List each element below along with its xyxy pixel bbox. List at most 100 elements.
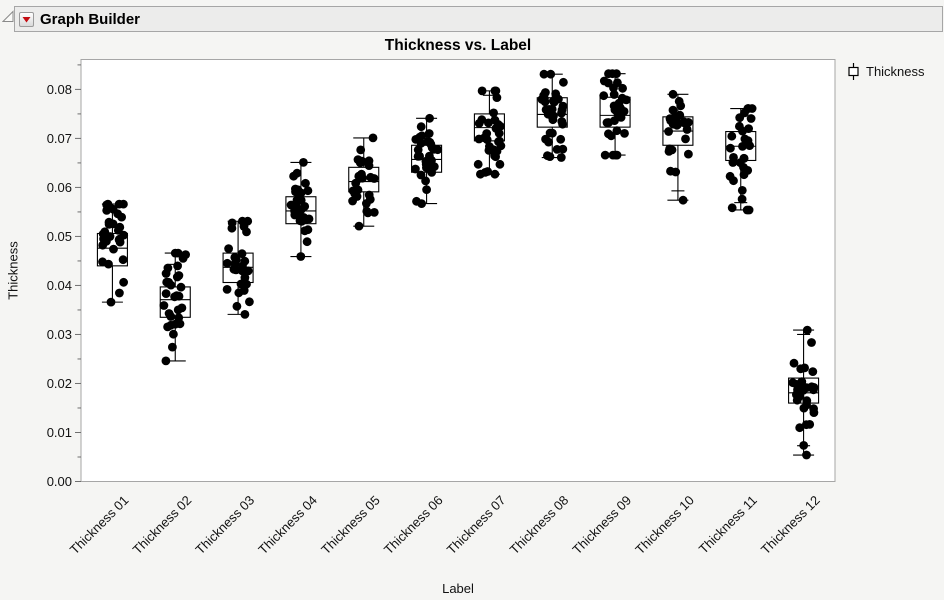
data-point[interactable] <box>119 277 128 287</box>
data-point[interactable] <box>807 382 817 392</box>
data-point[interactable] <box>604 69 613 79</box>
data-point[interactable] <box>415 151 424 161</box>
data-point[interactable] <box>807 338 816 347</box>
data-point[interactable] <box>666 166 675 176</box>
data-point[interactable] <box>546 69 556 79</box>
data-point[interactable] <box>609 90 619 99</box>
data-point[interactable] <box>735 113 745 122</box>
data-point[interactable] <box>412 196 421 206</box>
data-point[interactable] <box>166 312 176 321</box>
data-point[interactable] <box>424 129 434 138</box>
data-point[interactable] <box>433 145 443 155</box>
data-point[interactable] <box>684 149 693 159</box>
data-point[interactable] <box>245 297 254 307</box>
data-point[interactable] <box>303 186 313 196</box>
data-point[interactable] <box>172 272 182 282</box>
data-point[interactable] <box>104 219 114 229</box>
data-point[interactable] <box>240 310 250 319</box>
data-point[interactable] <box>796 364 806 374</box>
data-point[interactable] <box>224 244 234 254</box>
data-point[interactable] <box>302 237 312 247</box>
data-point[interactable] <box>229 264 239 274</box>
data-point[interactable] <box>425 151 434 161</box>
data-point[interactable] <box>292 168 302 178</box>
data-point[interactable] <box>173 305 183 315</box>
data-point[interactable] <box>490 169 500 179</box>
data-point[interactable] <box>232 301 242 311</box>
data-point[interactable] <box>222 285 232 294</box>
data-point[interactable] <box>735 121 744 131</box>
data-point[interactable] <box>556 134 566 144</box>
data-point[interactable] <box>789 358 799 368</box>
data-point[interactable] <box>416 122 426 132</box>
red-triangle-menu-button[interactable] <box>19 11 34 27</box>
data-point[interactable] <box>161 289 171 298</box>
data-point[interactable] <box>744 205 754 215</box>
data-point[interactable] <box>161 356 171 366</box>
data-point[interactable] <box>725 171 735 181</box>
data-point[interactable] <box>728 158 738 167</box>
data-point[interactable] <box>491 86 501 96</box>
disclosure-triangle-icon[interactable] <box>2 10 15 23</box>
data-point[interactable] <box>164 277 174 287</box>
data-point[interactable] <box>612 69 621 79</box>
data-point[interactable] <box>726 143 735 153</box>
data-point[interactable] <box>421 176 430 186</box>
data-point[interactable] <box>296 252 306 261</box>
data-point[interactable] <box>351 178 361 188</box>
data-point[interactable] <box>604 129 613 139</box>
data-point[interactable] <box>173 261 183 271</box>
data-point[interactable] <box>103 199 113 209</box>
data-point[interactable] <box>792 380 802 389</box>
data-point[interactable] <box>354 221 364 231</box>
data-point[interactable] <box>364 161 374 171</box>
data-point[interactable] <box>795 423 805 433</box>
data-point[interactable] <box>159 301 169 310</box>
data-point[interactable] <box>727 203 737 213</box>
data-point[interactable] <box>351 187 360 197</box>
data-point[interactable] <box>612 126 622 136</box>
data-point[interactable] <box>737 194 747 204</box>
data-point[interactable] <box>610 105 620 115</box>
data-point[interactable] <box>178 254 188 263</box>
data-point[interactable] <box>545 152 555 162</box>
data-point[interactable] <box>240 273 250 282</box>
data-point[interactable] <box>667 145 677 155</box>
data-point[interactable] <box>484 146 494 155</box>
data-point[interactable] <box>237 249 247 259</box>
data-point[interactable] <box>496 141 506 151</box>
data-point[interactable] <box>612 150 622 160</box>
data-point[interactable] <box>558 144 568 154</box>
data-point[interactable] <box>747 104 757 113</box>
data-point[interactable] <box>668 105 678 115</box>
data-point[interactable] <box>495 159 505 169</box>
data-point[interactable] <box>746 114 756 123</box>
data-point[interactable] <box>599 91 609 101</box>
data-point[interactable] <box>473 159 483 169</box>
data-point[interactable] <box>425 137 435 147</box>
data-point[interactable] <box>599 76 609 86</box>
data-point[interactable] <box>492 93 502 102</box>
data-point[interactable] <box>163 322 173 332</box>
data-point[interactable] <box>174 313 184 323</box>
data-point[interactable] <box>369 208 379 217</box>
data-point[interactable] <box>115 288 124 298</box>
data-point[interactable] <box>161 269 171 278</box>
data-point[interactable] <box>541 105 551 115</box>
data-point[interactable] <box>422 185 431 195</box>
data-point[interactable] <box>554 94 563 104</box>
data-point[interactable] <box>243 216 253 226</box>
data-point[interactable] <box>170 248 180 258</box>
data-point[interactable] <box>547 112 557 122</box>
data-point[interactable] <box>476 169 485 179</box>
data-point[interactable] <box>176 282 186 292</box>
data-point[interactable] <box>425 113 434 123</box>
data-point[interactable] <box>557 117 567 126</box>
data-point[interactable] <box>109 244 118 254</box>
data-point[interactable] <box>489 108 498 118</box>
data-point[interactable] <box>668 89 678 99</box>
data-point[interactable] <box>617 93 627 103</box>
data-point[interactable] <box>678 195 688 205</box>
data-point[interactable] <box>490 115 500 125</box>
data-point[interactable] <box>739 170 749 180</box>
